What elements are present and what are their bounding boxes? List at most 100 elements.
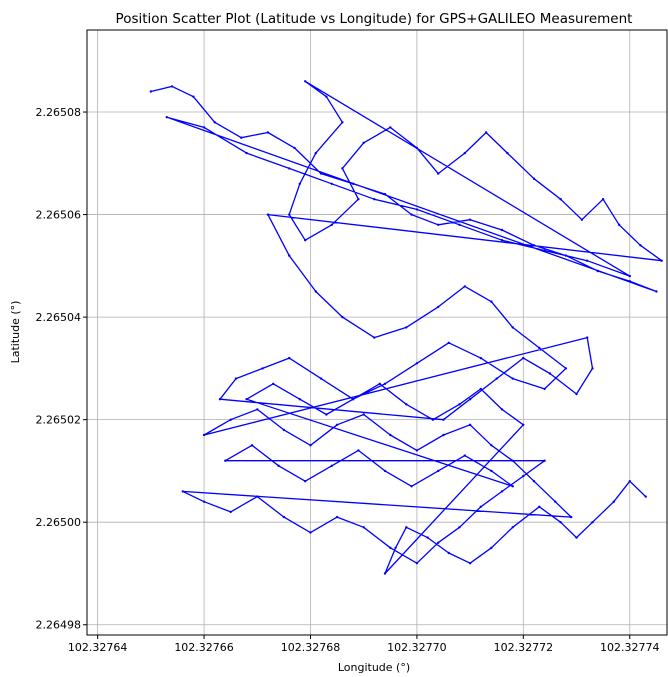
data-point: [335, 515, 339, 519]
data-point: [596, 269, 599, 273]
data-point: [288, 167, 291, 170]
data-point: [559, 521, 562, 524]
data-point: [522, 356, 525, 360]
data-point: [288, 356, 291, 360]
data-point: [373, 336, 376, 339]
y-axis-ticks: 2.26498 2.26500 2.26502 2.26504 2.26506 2.265…: [36, 106, 87, 632]
data-point: [612, 500, 615, 503]
data-point: [511, 377, 514, 380]
y-tick-label: 2.26500: [36, 516, 82, 529]
data-point: [229, 510, 232, 514]
y-tick-label: 2.26502: [36, 414, 82, 427]
data-point: [256, 408, 259, 411]
data-point: [309, 531, 312, 534]
data-point: [628, 280, 631, 283]
data-point: [580, 218, 584, 221]
data-point: [586, 259, 589, 262]
data-point: [538, 346, 541, 350]
data-point: [426, 536, 429, 539]
data-point: [479, 387, 482, 391]
data-point: [304, 239, 307, 242]
data-point: [511, 526, 514, 529]
chart-title: Position Scatter Plot (Latitude vs Longi…: [116, 11, 633, 27]
data-point: [458, 526, 461, 529]
data-point: [282, 428, 286, 432]
data-point: [437, 305, 440, 309]
y-tick-label: 2.26506: [36, 209, 82, 222]
data-point: [250, 444, 254, 447]
data-point: [362, 141, 365, 144]
data-point: [479, 356, 482, 360]
data-point: [543, 249, 546, 252]
data-point: [394, 546, 397, 549]
data-point: [415, 562, 419, 565]
data-point: [644, 495, 647, 498]
data-point: [309, 444, 312, 447]
data-point: [484, 131, 488, 134]
y-tick-label: 2.26498: [36, 619, 82, 632]
data-point: [378, 382, 381, 385]
data-point: [410, 213, 413, 216]
data-point: [479, 505, 482, 508]
y-axis-label: Latitude (°): [9, 301, 22, 364]
data-point: [554, 500, 557, 503]
data-point: [639, 244, 642, 247]
data-point: [405, 526, 408, 529]
data-point: [543, 387, 546, 391]
data-point: [314, 290, 317, 293]
x-tick-label: 102.32770: [387, 641, 447, 654]
data-point: [240, 136, 243, 139]
data-point: [463, 454, 466, 457]
data-point: [628, 274, 631, 278]
data-point: [468, 218, 472, 221]
data-point: [415, 208, 419, 211]
data-point: [325, 95, 328, 98]
x-tick-label: 102.32772: [494, 641, 554, 654]
data-point: [383, 572, 387, 575]
data-point: [304, 80, 307, 83]
data-point: [341, 121, 344, 124]
x-axis-ticks: 102.32764 102.32766 102.32768 102.32770 102.…: [68, 635, 660, 654]
x-tick-label: 102.32768: [281, 641, 341, 654]
data-point: [288, 213, 291, 216]
data-point: [330, 182, 333, 185]
plot-frame: [86, 29, 668, 636]
data-point: [543, 459, 546, 462]
data-point: [437, 541, 440, 544]
data-point: [341, 315, 344, 319]
data-point: [570, 515, 573, 519]
data-point: [330, 223, 333, 226]
data-point: [277, 464, 280, 467]
data-point: [458, 403, 461, 406]
data-point: [298, 182, 301, 185]
data-point: [341, 167, 344, 170]
data-point: [383, 469, 387, 473]
data-point: [495, 377, 498, 380]
data-point: [468, 562, 472, 565]
data-point: [490, 546, 493, 549]
data-point: [272, 382, 275, 385]
data-point: [389, 433, 392, 437]
data-point: [575, 536, 578, 539]
data-point: [506, 151, 509, 155]
data-point: [234, 377, 238, 380]
data-point: [213, 121, 216, 124]
data-point: [522, 474, 525, 478]
data-point: [458, 223, 461, 226]
data-point: [282, 515, 286, 519]
data-point: [202, 433, 206, 437]
data-point: [319, 377, 323, 380]
plot-area: [87, 30, 667, 635]
data-point: [405, 326, 408, 329]
data-point: [224, 459, 227, 462]
data-point: [660, 259, 663, 262]
data-point: [383, 382, 387, 385]
data-point: [500, 239, 504, 242]
data-point: [245, 151, 248, 155]
data-point: [149, 90, 153, 93]
data-point: [511, 326, 514, 329]
data-point: [500, 408, 504, 411]
data-point: [362, 526, 365, 529]
data-point: [181, 490, 184, 493]
